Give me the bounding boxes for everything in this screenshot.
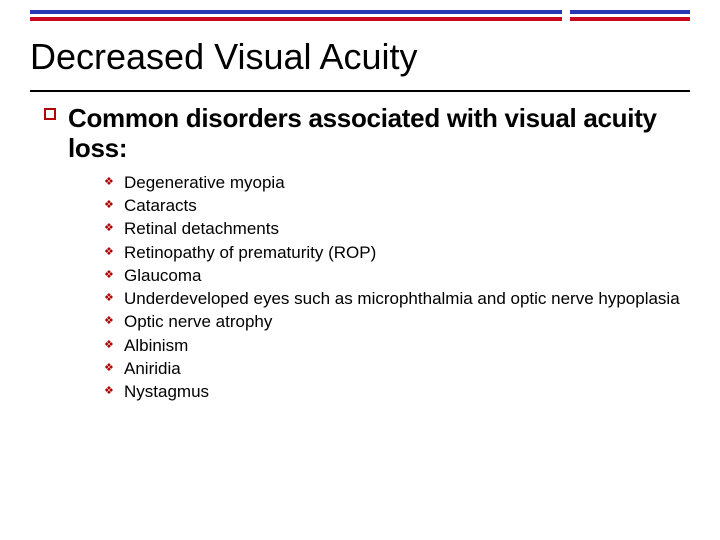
disorder-list: ❖Degenerative myopia❖Cataracts❖Retinal d… bbox=[68, 172, 680, 405]
list-item: ❖Nystagmus bbox=[104, 381, 680, 404]
list-item: ❖Retinopathy of prematurity (ROP) bbox=[104, 242, 680, 265]
list-item: ❖Cataracts bbox=[104, 195, 680, 218]
blue-bar-short bbox=[570, 10, 690, 14]
blue-bar-gap bbox=[562, 10, 570, 14]
red-bar-short bbox=[570, 17, 690, 21]
content-area: Common disorders associated with visual … bbox=[68, 104, 680, 404]
list-item: ❖Aniridia bbox=[104, 358, 680, 381]
blue-bar bbox=[30, 10, 690, 14]
diamond-bullet-icon: ❖ bbox=[104, 358, 124, 378]
list-item-text: Cataracts bbox=[124, 195, 680, 216]
blue-bar-long bbox=[30, 10, 562, 14]
diamond-bullet-icon: ❖ bbox=[104, 265, 124, 285]
bullet-square-icon bbox=[44, 108, 56, 120]
list-item: ❖Albinism bbox=[104, 335, 680, 358]
diamond-bullet-icon: ❖ bbox=[104, 381, 124, 401]
list-item-text: Albinism bbox=[124, 335, 680, 356]
title-underline bbox=[30, 90, 690, 92]
list-item-text: Optic nerve atrophy bbox=[124, 311, 680, 332]
red-bar bbox=[30, 17, 690, 21]
list-item-text: Nystagmus bbox=[124, 381, 680, 402]
list-item: ❖Retinal detachments bbox=[104, 218, 680, 241]
list-item: ❖Degenerative myopia bbox=[104, 172, 680, 195]
decorative-bars bbox=[30, 0, 690, 21]
list-item-text: Glaucoma bbox=[124, 265, 680, 286]
list-item-text: Retinal detachments bbox=[124, 218, 680, 239]
diamond-bullet-icon: ❖ bbox=[104, 335, 124, 355]
red-bar-long bbox=[30, 17, 562, 21]
list-item: ❖Underdeveloped eyes such as microphthal… bbox=[104, 288, 680, 311]
list-item-text: Aniridia bbox=[124, 358, 680, 379]
list-item: ❖Optic nerve atrophy bbox=[104, 311, 680, 334]
diamond-bullet-icon: ❖ bbox=[104, 172, 124, 192]
red-bar-gap bbox=[562, 17, 570, 21]
diamond-bullet-icon: ❖ bbox=[104, 195, 124, 215]
list-item-text: Retinopathy of prematurity (ROP) bbox=[124, 242, 680, 263]
list-item-text: Degenerative myopia bbox=[124, 172, 680, 193]
diamond-bullet-icon: ❖ bbox=[104, 242, 124, 262]
page-title: Decreased Visual Acuity bbox=[30, 36, 690, 78]
subheading: Common disorders associated with visual … bbox=[68, 104, 680, 164]
list-item: ❖Glaucoma bbox=[104, 265, 680, 288]
diamond-bullet-icon: ❖ bbox=[104, 218, 124, 238]
slide: Decreased Visual Acuity Common disorders… bbox=[0, 0, 720, 540]
diamond-bullet-icon: ❖ bbox=[104, 288, 124, 308]
list-item-text: Underdeveloped eyes such as microphthalm… bbox=[124, 288, 680, 309]
diamond-bullet-icon: ❖ bbox=[104, 311, 124, 331]
